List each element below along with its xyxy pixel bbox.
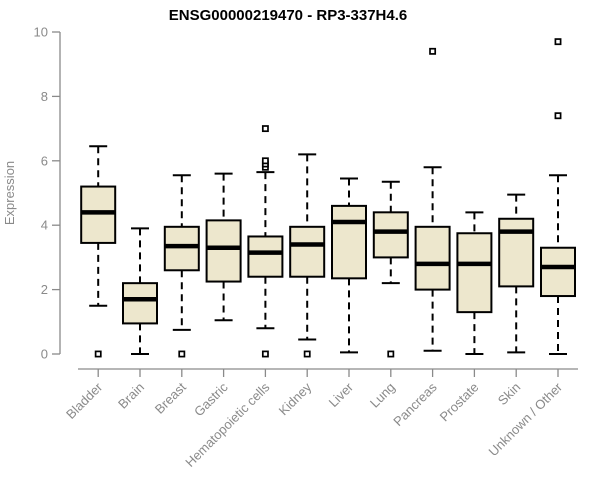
outlier-point-kidney: [303, 350, 311, 358]
box-pancreas: [414, 225, 451, 291]
box-prostate: [456, 232, 493, 314]
outlier-point-hematopoietic-cells: [261, 350, 269, 358]
y-tick-label: 10: [34, 25, 48, 40]
outlier-point-breast: [178, 350, 186, 358]
category-label-pancreas: Pancreas: [390, 379, 440, 429]
category-label-liver: Liver: [326, 379, 357, 410]
box-kidney: [289, 225, 326, 278]
category-label-bladder: Bladder: [63, 379, 106, 422]
outlier-point-hematopoietic-cells: [261, 157, 269, 165]
outlier-point-unknown-other: [554, 38, 562, 46]
outlier-point-hematopoietic-cells: [261, 125, 269, 133]
box-skin: [498, 217, 535, 288]
y-tick-label: 6: [41, 153, 48, 168]
chart-title: ENSG00000219470 - RP3-337H4.6: [169, 7, 408, 24]
outlier-point-lung: [387, 350, 395, 358]
category-label-breast: Breast: [152, 379, 189, 416]
category-label-lung: Lung: [367, 380, 398, 411]
outlier-point-pancreas: [429, 47, 437, 55]
y-tick-label: 0: [41, 347, 48, 362]
category-label-kidney: Kidney: [276, 379, 315, 418]
box-liver: [331, 204, 367, 280]
box-breast: [163, 225, 200, 272]
box-hematopoietic-cells: [247, 235, 284, 278]
outlier-point-unknown-other: [554, 112, 562, 120]
y-tick-label: 8: [41, 89, 48, 104]
box-brain: [122, 282, 158, 325]
y-tick-label: 2: [41, 282, 48, 297]
category-label-gastric: Gastric: [191, 379, 231, 419]
box-lung: [372, 211, 409, 259]
box-unknown-other: [540, 246, 576, 298]
box-gastric: [205, 219, 242, 283]
y-axis-title: Expression: [2, 161, 17, 225]
category-label-prostate: Prostate: [437, 380, 482, 425]
y-tick-label: 4: [41, 218, 48, 233]
category-label-unknown-other: Unknown / Other: [486, 379, 566, 459]
category-label-skin: Skin: [495, 380, 523, 408]
outlier-point-bladder: [94, 350, 102, 358]
box-bladder: [80, 185, 117, 244]
category-label-brain: Brain: [115, 380, 147, 412]
